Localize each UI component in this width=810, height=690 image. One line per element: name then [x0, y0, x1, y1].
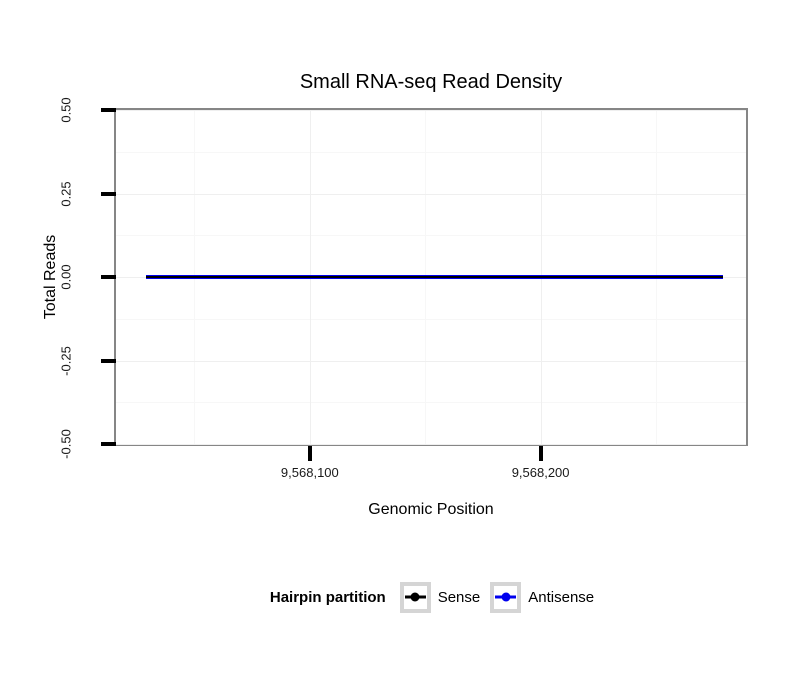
- y-tick-label-text: 0.25: [58, 180, 74, 207]
- x-axis-title: Genomic Position: [368, 501, 494, 518]
- x-tick-label: 9,568,200: [511, 465, 570, 480]
- legend: Hairpin partition Sense Antisense: [54, 580, 810, 614]
- gridline-major-horizontal: [116, 110, 746, 111]
- chart-title: Small RNA-seq Read Density: [299, 71, 563, 93]
- gridline-minor-horizontal: [116, 235, 746, 237]
- legend-title: Hairpin partition: [269, 588, 386, 606]
- gridline-major-horizontal: [116, 444, 746, 445]
- legend-key-antisense: [490, 581, 522, 613]
- legend-label: Sense: [437, 588, 481, 606]
- gridline-major-horizontal: [116, 193, 746, 195]
- gridline-minor-horizontal: [116, 318, 746, 320]
- legend-label: Antisense: [528, 588, 595, 606]
- x-tick-label: 9,568,100: [280, 465, 339, 480]
- y-tick: [101, 191, 116, 196]
- legend-key-dot: [501, 592, 511, 602]
- legend-key-dot: [410, 592, 420, 602]
- x-tick: [538, 446, 543, 461]
- gridline-minor-horizontal: [116, 402, 746, 404]
- y-tick: [101, 358, 116, 363]
- legend-entry-sense: Sense: [399, 581, 481, 613]
- y-tick: [101, 275, 116, 279]
- y-tick: [101, 108, 116, 112]
- plot-panel: [114, 108, 748, 446]
- x-tick: [307, 446, 312, 461]
- series-line-sense: [146, 276, 723, 278]
- legend-key-sense: [399, 581, 431, 613]
- y-tick: [101, 442, 116, 446]
- y-tick-label-text: 0.50: [58, 97, 74, 123]
- y-tick-label-text: -0.25: [58, 345, 74, 376]
- y-tick-label-text: -0.50: [58, 429, 74, 459]
- y-axis-title-text: Total Reads: [42, 234, 59, 320]
- y-tick-label-text: 0.00: [58, 264, 74, 290]
- gridline-major-horizontal: [116, 360, 746, 362]
- gridline-minor-horizontal: [116, 151, 746, 153]
- legend-entry-antisense: Antisense: [490, 581, 595, 613]
